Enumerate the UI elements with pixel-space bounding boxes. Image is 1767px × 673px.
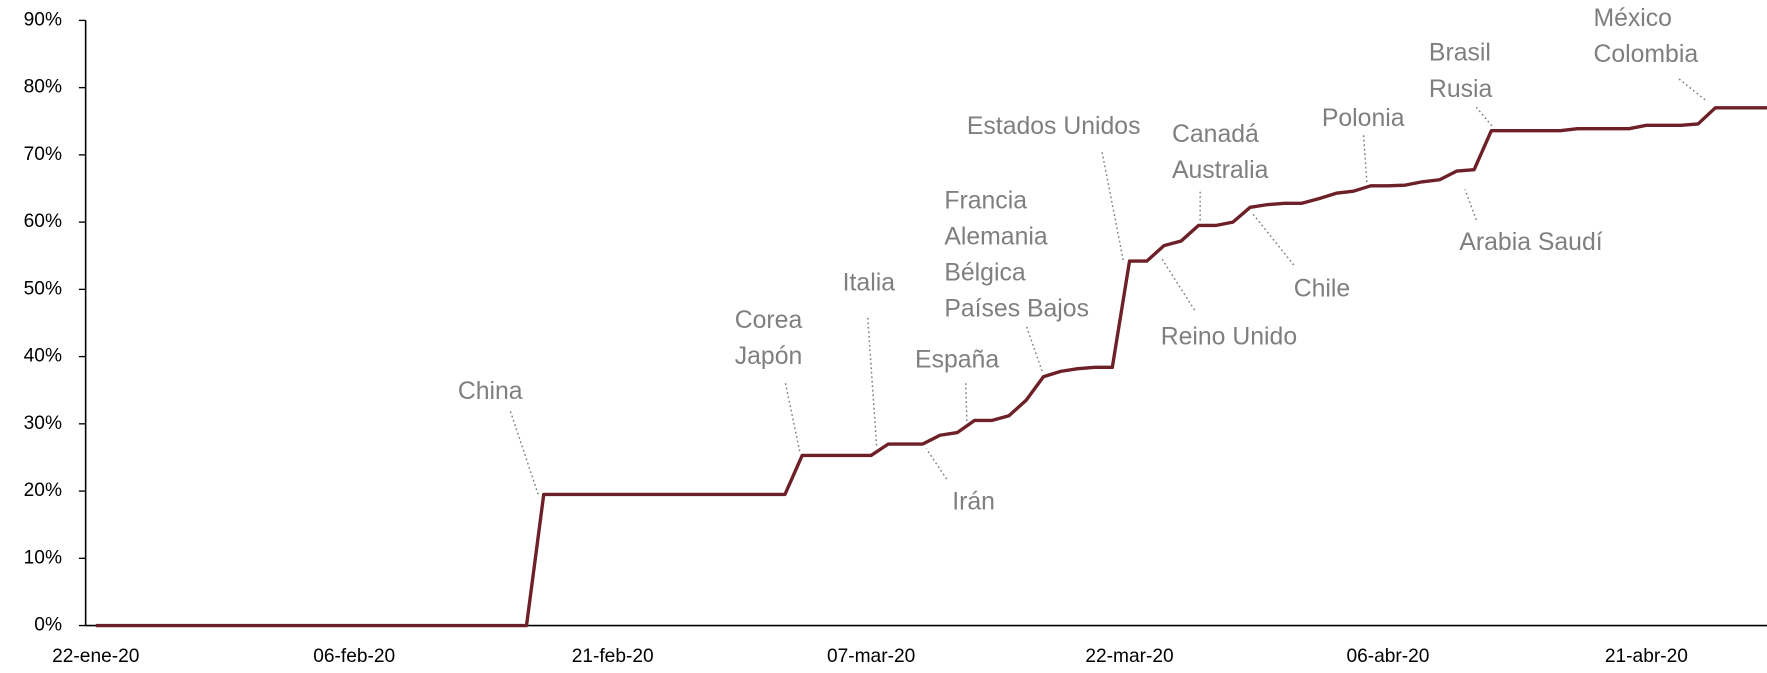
annotation-leader xyxy=(866,317,878,448)
annotation-leader xyxy=(1101,152,1125,262)
annotation: Colombia xyxy=(1593,41,1698,68)
annotation: Rusia xyxy=(1429,76,1493,103)
annotation: Bélgica xyxy=(944,260,1025,287)
x-tick-label: 07-mar-20 xyxy=(827,646,915,667)
annotation: Irán xyxy=(952,488,995,515)
y-tick-label: 70% xyxy=(24,144,62,165)
annotation: China xyxy=(458,378,523,405)
y-tick-label: 10% xyxy=(24,547,62,568)
y-tick-label: 50% xyxy=(24,278,62,299)
annotation-leader xyxy=(1252,213,1295,266)
annotation-leader xyxy=(1362,135,1368,183)
annotation: México xyxy=(1593,5,1672,32)
line xyxy=(95,106,1767,628)
annotation-leader xyxy=(1464,189,1477,221)
annotation: Francia xyxy=(944,187,1027,214)
annotation-leader xyxy=(1678,78,1708,103)
annotation: Países Bajos xyxy=(944,296,1089,323)
x-tick-label: 22-ene-20 xyxy=(52,646,139,667)
x-tick-label: 06-abr-20 xyxy=(1346,646,1429,667)
x-tick-label: 06-feb-20 xyxy=(313,646,395,667)
y-tick-label: 30% xyxy=(24,413,62,434)
annotation: Arabia Saudí xyxy=(1459,229,1602,256)
annotation: Polonia xyxy=(1322,105,1405,132)
y-tick-label: 20% xyxy=(24,480,62,501)
annotation-leader xyxy=(925,448,948,480)
x-tick-label: 21-abr-20 xyxy=(1605,646,1688,667)
annotation: Brasil xyxy=(1429,40,1491,67)
annotation-leader xyxy=(509,411,540,497)
annotation: Italia xyxy=(843,270,896,297)
annotation-leader xyxy=(784,383,801,454)
annotation: España xyxy=(915,346,999,373)
y-tick-label: 90% xyxy=(24,9,62,30)
annotation: Estados Unidos xyxy=(967,113,1141,140)
y-tick-label: 60% xyxy=(24,211,62,232)
annotation-leader xyxy=(1475,106,1494,128)
x-tick-label: 22-mar-20 xyxy=(1085,646,1173,667)
annotation: Canadá xyxy=(1172,121,1259,148)
annotation: Reino Unido xyxy=(1161,324,1297,351)
annotation: Corea xyxy=(735,307,803,334)
annotation-leader xyxy=(965,383,968,423)
x-tick-label: 21-feb-20 xyxy=(572,646,654,667)
y-tick-label: 80% xyxy=(24,77,62,98)
y-tick-label: 0% xyxy=(34,615,62,636)
annotation-leader xyxy=(1160,256,1196,311)
annotation-leader xyxy=(1025,326,1044,373)
annotation: Australia xyxy=(1172,157,1269,184)
annotation: Chile xyxy=(1294,275,1350,302)
annotation: Alemania xyxy=(944,223,1048,250)
annotation: Japón xyxy=(735,343,803,370)
y-tick-label: 40% xyxy=(24,346,62,367)
